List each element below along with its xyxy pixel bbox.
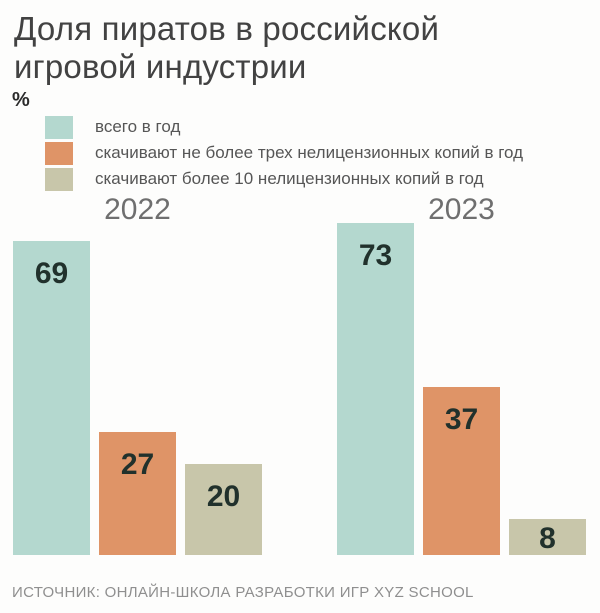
year-label-2022: 2022 — [104, 193, 171, 226]
legend-swatch — [45, 167, 73, 191]
legend-item: скачивают не более трех нелицензионных к… — [45, 141, 523, 165]
bar-2023-0: 73 — [337, 223, 414, 555]
bar-group-2022: 69 27 20 — [13, 241, 262, 555]
source-caption: ИСТОЧНИК: ОНЛАЙН-ШКОЛА РАЗРАБОТКИ ИГР XY… — [12, 584, 474, 601]
bar-2023-2: 8 — [509, 519, 586, 555]
unit-label: % — [12, 89, 30, 111]
bar-2022-2: 20 — [185, 464, 262, 555]
legend-label: всего в год — [95, 117, 181, 136]
title-line-2: игровой индустрии — [14, 48, 307, 85]
bar-value-label: 20 — [206, 480, 241, 513]
legend-label: скачивают не более трех нелицензионных к… — [95, 143, 524, 162]
bar-value-label: 69 — [34, 257, 69, 290]
legend-item: скачивают более 10 нелицензионных копий … — [45, 167, 523, 191]
legend: всего в год скачивают не более трех нелиц… — [45, 115, 523, 191]
bar-group-2023: 73 37 8 — [337, 223, 586, 555]
bar-2022-0: 69 — [13, 241, 90, 555]
legend-swatch — [45, 141, 73, 165]
bar-value-label: 73 — [358, 239, 393, 272]
legend-item: всего в год — [45, 115, 523, 139]
bar-value-label: 37 — [444, 403, 479, 436]
bar-2022-1: 27 — [99, 432, 176, 555]
legend-label: скачивают более 10 нелицензионных копий … — [95, 169, 484, 188]
bar-value-label: 27 — [120, 448, 155, 481]
legend-swatch — [45, 115, 73, 139]
page-title: Доля пиратов в российской игровой индуст… — [14, 10, 439, 86]
title-line-1: Доля пиратов в российской — [14, 10, 440, 47]
year-label-2023: 2023 — [428, 193, 495, 226]
bar-2023-1: 37 — [423, 387, 500, 555]
bar-value-label: 8 — [539, 522, 556, 555]
